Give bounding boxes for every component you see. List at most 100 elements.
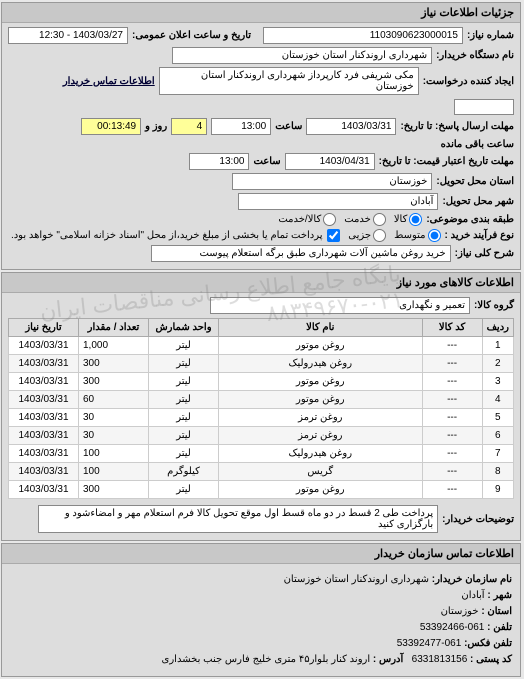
- buyer-contact-panel: اطلاعات تماس سازمان خریدار نام سازمان خر…: [2, 543, 522, 677]
- table-cell: ---: [423, 373, 483, 391]
- c-address: اروند کنار بلوار۴۵ متری خلیج فارس جنب بخ…: [163, 654, 372, 665]
- classify-opt-1-label: خدمت: [345, 214, 372, 225]
- table-cell: 2: [483, 355, 514, 373]
- table-cell: 5: [483, 409, 514, 427]
- table-cell: لیتر: [150, 337, 220, 355]
- group-label: گروه کالا:: [475, 300, 515, 311]
- table-cell: 300: [80, 355, 150, 373]
- classify-opt-1[interactable]: خدمت: [345, 213, 387, 226]
- requester-label: ایجاد کننده درخواست:: [424, 76, 515, 87]
- table-cell: 8: [483, 463, 514, 481]
- table-cell: 1403/03/31: [10, 481, 80, 499]
- table-cell: روغن ترمز: [220, 427, 424, 445]
- remaining-label: روز و: [146, 121, 168, 132]
- days-remaining-field: 4: [172, 118, 208, 135]
- goods-info-panel: اطلاعات کالاهای مورد نیاز گروه کالا: تعم…: [2, 272, 522, 541]
- table-cell: 1,000: [80, 337, 150, 355]
- notes-label: توضیحات خریدار:: [443, 514, 515, 525]
- c-postal: 6331813156: [413, 654, 469, 665]
- table-cell: 1403/03/31: [10, 463, 80, 481]
- purchase-opt-1[interactable]: جزیی: [349, 229, 387, 242]
- table-row: 6---روغن ترمزلیتر301403/03/31: [10, 427, 515, 445]
- col-code: کد کالا: [423, 319, 483, 337]
- table-cell: ---: [423, 409, 483, 427]
- classify-radio-1[interactable]: [374, 213, 387, 226]
- goods-table-header-row: ردیف کد کالا نام کالا واحد شمارش تعداد /…: [10, 319, 515, 337]
- table-cell: 300: [80, 481, 150, 499]
- c-phone-label: تلفن :: [488, 622, 513, 633]
- table-cell: 1403/03/31: [10, 391, 80, 409]
- table-cell: روغن موتور: [220, 373, 424, 391]
- buyer-org-label: نام دستگاه خریدار:: [437, 50, 515, 61]
- c-city-label: شهر :: [488, 590, 513, 601]
- classify-opt-0[interactable]: کالا: [395, 213, 424, 226]
- table-row: 9---روغن موتورلیتر3001403/03/31: [10, 481, 515, 499]
- purchase-radio-group: متوسط جزیی: [349, 229, 441, 242]
- classify-label: طبقه بندی موضوعی:: [427, 214, 515, 225]
- validity-time-field: 13:00: [190, 153, 250, 170]
- announce-label: تاریخ و ساعت اعلان عمومی:: [133, 30, 252, 41]
- col-unit: واحد شمارش: [150, 319, 220, 337]
- req-no-label: شماره نیاز:: [468, 30, 515, 41]
- c-phone: 061-53392466: [421, 622, 486, 633]
- table-cell: 1403/03/31: [10, 445, 80, 463]
- table-cell: لیتر: [150, 481, 220, 499]
- table-cell: ---: [423, 445, 483, 463]
- city-label: شهر محل تحویل:: [443, 196, 515, 207]
- need-details-header: جزئیات اطلاعات نیاز: [3, 3, 521, 23]
- buyer-contact-link[interactable]: اطلاعات تماس خریدار: [64, 76, 156, 87]
- purchase-radio-0[interactable]: [429, 229, 442, 242]
- classify-radio-2[interactable]: [324, 213, 337, 226]
- buyer-contact-header: اطلاعات تماس سازمان خریدار: [3, 544, 521, 564]
- province-field: خوزستان: [233, 173, 433, 190]
- payment-note: پرداخت تمام یا بخشی از مبلغ خرید،از محل …: [12, 230, 324, 241]
- table-row: 8---گریسکیلوگرم1001403/03/31: [10, 463, 515, 481]
- goods-table: ردیف کد کالا نام کالا واحد شمارش تعداد /…: [9, 318, 515, 499]
- table-cell: لیتر: [150, 409, 220, 427]
- province-label: استان محل تحویل:: [437, 176, 515, 187]
- table-cell: 100: [80, 445, 150, 463]
- col-qty: تعداد / مقدار: [80, 319, 150, 337]
- classify-radio-group: کالا خدمت کالا/خدمت: [279, 213, 423, 226]
- city-field: آبادان: [239, 193, 439, 210]
- buyer-org-field: شهرداری اروندکنار استان خوزستان: [173, 47, 433, 64]
- table-cell: روغن هیدرولیک: [220, 445, 424, 463]
- deadline-time-field: 13:00: [212, 118, 272, 135]
- table-cell: 300: [80, 373, 150, 391]
- table-cell: 1403/03/31: [10, 427, 80, 445]
- classify-opt-2[interactable]: کالا/خدمت: [279, 213, 337, 226]
- purchase-radio-1[interactable]: [374, 229, 387, 242]
- table-row: 7---روغن هیدرولیکلیتر1001403/03/31: [10, 445, 515, 463]
- table-cell: لیتر: [150, 373, 220, 391]
- table-cell: ---: [423, 355, 483, 373]
- table-cell: ---: [423, 391, 483, 409]
- table-cell: روغن موتور: [220, 391, 424, 409]
- table-cell: لیتر: [150, 427, 220, 445]
- table-cell: ---: [423, 463, 483, 481]
- table-cell: 1403/03/31: [10, 337, 80, 355]
- purchase-opt-0[interactable]: متوسط: [395, 229, 441, 242]
- table-cell: روغن موتور: [220, 337, 424, 355]
- table-cell: 6: [483, 427, 514, 445]
- col-date: تاریخ نیاز: [10, 319, 80, 337]
- table-cell: لیتر: [150, 445, 220, 463]
- classify-opt-2-label: کالا/خدمت: [279, 214, 322, 225]
- table-row: 5---روغن ترمزلیتر301403/03/31: [10, 409, 515, 427]
- notes-field: پرداخت طی 2 قسط در دو ماه قسط اول موقع ت…: [39, 505, 439, 533]
- table-cell: 30: [80, 427, 150, 445]
- table-cell: 7: [483, 445, 514, 463]
- c-address-label: آدرس :: [374, 654, 404, 665]
- deadline-label: مهلت ارسال پاسخ: تا تاریخ:: [401, 121, 515, 132]
- table-cell: ---: [423, 427, 483, 445]
- time-label-1: ساعت: [276, 121, 303, 132]
- table-cell: 3: [483, 373, 514, 391]
- table-cell: 60: [80, 391, 150, 409]
- buyer-contact-field: [455, 99, 515, 115]
- payment-note-checkbox[interactable]: [328, 229, 341, 242]
- subject-field: خرید روغن ماشین آلات شهرداری طبق برگه اس…: [152, 245, 452, 262]
- classify-radio-0[interactable]: [410, 213, 423, 226]
- validity-date-field: 1403/04/31: [286, 153, 376, 170]
- c-fax: 061-53392477: [398, 638, 463, 649]
- table-cell: ---: [423, 481, 483, 499]
- col-name: نام کالا: [220, 319, 424, 337]
